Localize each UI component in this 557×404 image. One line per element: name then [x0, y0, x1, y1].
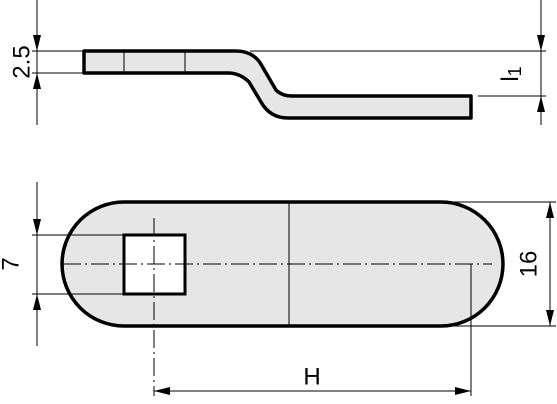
offset-height-letter: l [497, 76, 524, 81]
offset-arrow-top [537, 35, 545, 51]
length-label: H [303, 363, 320, 390]
bent-strip [82, 49, 473, 120]
offset-arrow-bottom [537, 96, 545, 112]
top-view: 7 16 H [0, 182, 556, 396]
thickness-label: 2.5 [8, 45, 35, 78]
width-arrow-bottom [546, 310, 554, 326]
thickness-arrow-bottom [33, 73, 41, 89]
offset-height-label: l1 [497, 66, 524, 81]
offset-height-subscript: 1 [505, 66, 525, 76]
hole-arrow-bottom [33, 294, 41, 310]
length-arrow-right [455, 387, 471, 395]
thickness-arrow-top [33, 35, 41, 51]
length-arrow-left [154, 387, 170, 395]
hole-arrow-top [33, 219, 41, 235]
hole-size-label: 7 [0, 257, 24, 270]
width-arrow-top [546, 202, 554, 218]
side-view: 2.5 l1 [8, 0, 546, 125]
width-label: 16 [515, 251, 542, 278]
